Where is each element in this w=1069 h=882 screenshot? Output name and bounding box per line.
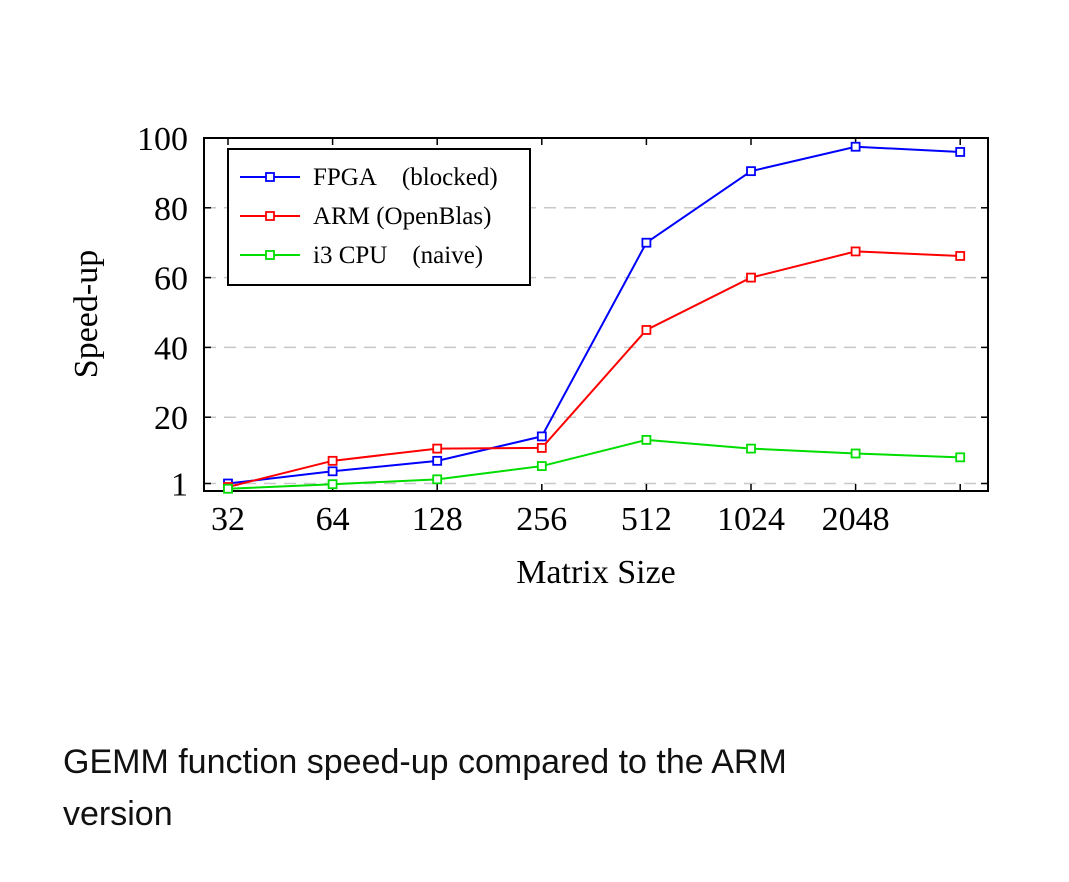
data-point (327, 479, 338, 490)
data-point (850, 448, 861, 459)
caption-line-1: GEMM function speed-up compared to the A… (63, 743, 787, 781)
plot-frame (203, 137, 989, 492)
legend: FPGA (blocked) ARM (OpenBlas) i3 CPU (naiv… (227, 148, 531, 286)
data-point (850, 141, 861, 152)
data-point (536, 461, 547, 471)
y-tick-label: 20 (154, 400, 188, 437)
data-point (536, 431, 547, 442)
x-tick-label: 64 (316, 501, 350, 538)
series-line (227, 250, 961, 488)
y-tick-label: 60 (154, 261, 188, 298)
series-2 (223, 434, 966, 494)
legend-label: ARM (OpenBlas) (313, 203, 491, 230)
x-axis-label: Matrix Size (516, 554, 676, 591)
legend-label: i3 CPU (naive) (313, 242, 483, 269)
x-tick-label: 512 (621, 501, 672, 538)
data-point (327, 455, 338, 466)
data-point (955, 251, 966, 261)
data-point (955, 147, 966, 157)
data-point (955, 452, 966, 463)
data-point (432, 474, 443, 485)
data-point (746, 272, 756, 283)
y-tick-label: 100 (137, 121, 188, 158)
data-point (641, 237, 652, 248)
series-line (227, 438, 961, 490)
series-line (227, 145, 961, 485)
x-tick-label: 256 (516, 501, 567, 538)
x-tick-labels: 32 64 128 256 512 1024 2048 (211, 501, 890, 538)
data-point (746, 166, 756, 177)
y-axis-label: Speed-up (68, 250, 105, 378)
x-tick-label: 2048 (822, 501, 890, 538)
data-point (223, 483, 233, 494)
data-point (327, 466, 338, 477)
series-layer (223, 141, 966, 494)
data-point (432, 455, 443, 466)
x-tick-label: 1024 (717, 501, 785, 538)
legend-item-0: FPGA (blocked) (240, 164, 498, 191)
data-point (641, 325, 652, 335)
data-point (536, 443, 547, 453)
data-point (746, 443, 756, 454)
figure-caption: GEMM function speed-up compared to the A… (63, 736, 1003, 840)
data-point (641, 434, 652, 445)
x-tick-label: 32 (211, 501, 245, 538)
data-point (850, 246, 861, 257)
data-point (432, 443, 443, 454)
legend-marker (265, 172, 275, 182)
y-tick-label: 80 (154, 191, 188, 228)
x-tick-label: 128 (412, 501, 463, 538)
legend-item-2: i3 CPU (naive) (240, 242, 483, 269)
y-tick-labels: 1 20 40 60 80 100 (137, 121, 188, 504)
gemm-speedup-chart: 1 20 40 60 80 100 32 64 128 256 512 1024 2048 Matri… (68, 121, 989, 591)
caption-line-2: version (63, 795, 173, 833)
y-tick-label: 1 (171, 467, 188, 504)
legend-marker (265, 211, 275, 221)
legend-item-1: ARM (OpenBlas) (240, 203, 491, 230)
series-0 (223, 141, 966, 489)
legend-marker (265, 250, 275, 260)
y-tick-label: 40 (154, 330, 188, 367)
legend-label: FPGA (blocked) (313, 164, 498, 191)
